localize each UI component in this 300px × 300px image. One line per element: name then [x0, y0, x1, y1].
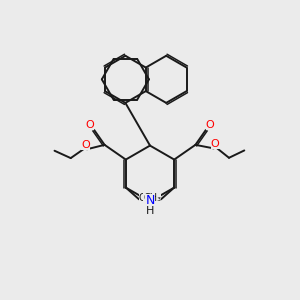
- Text: O: O: [206, 120, 214, 130]
- Text: H: H: [146, 206, 154, 216]
- Text: CH₃: CH₃: [143, 194, 161, 203]
- Text: O: O: [81, 140, 90, 150]
- Text: O: O: [211, 139, 220, 149]
- Text: O: O: [85, 120, 94, 130]
- Text: CH₃: CH₃: [139, 194, 157, 203]
- Text: N: N: [145, 194, 155, 207]
